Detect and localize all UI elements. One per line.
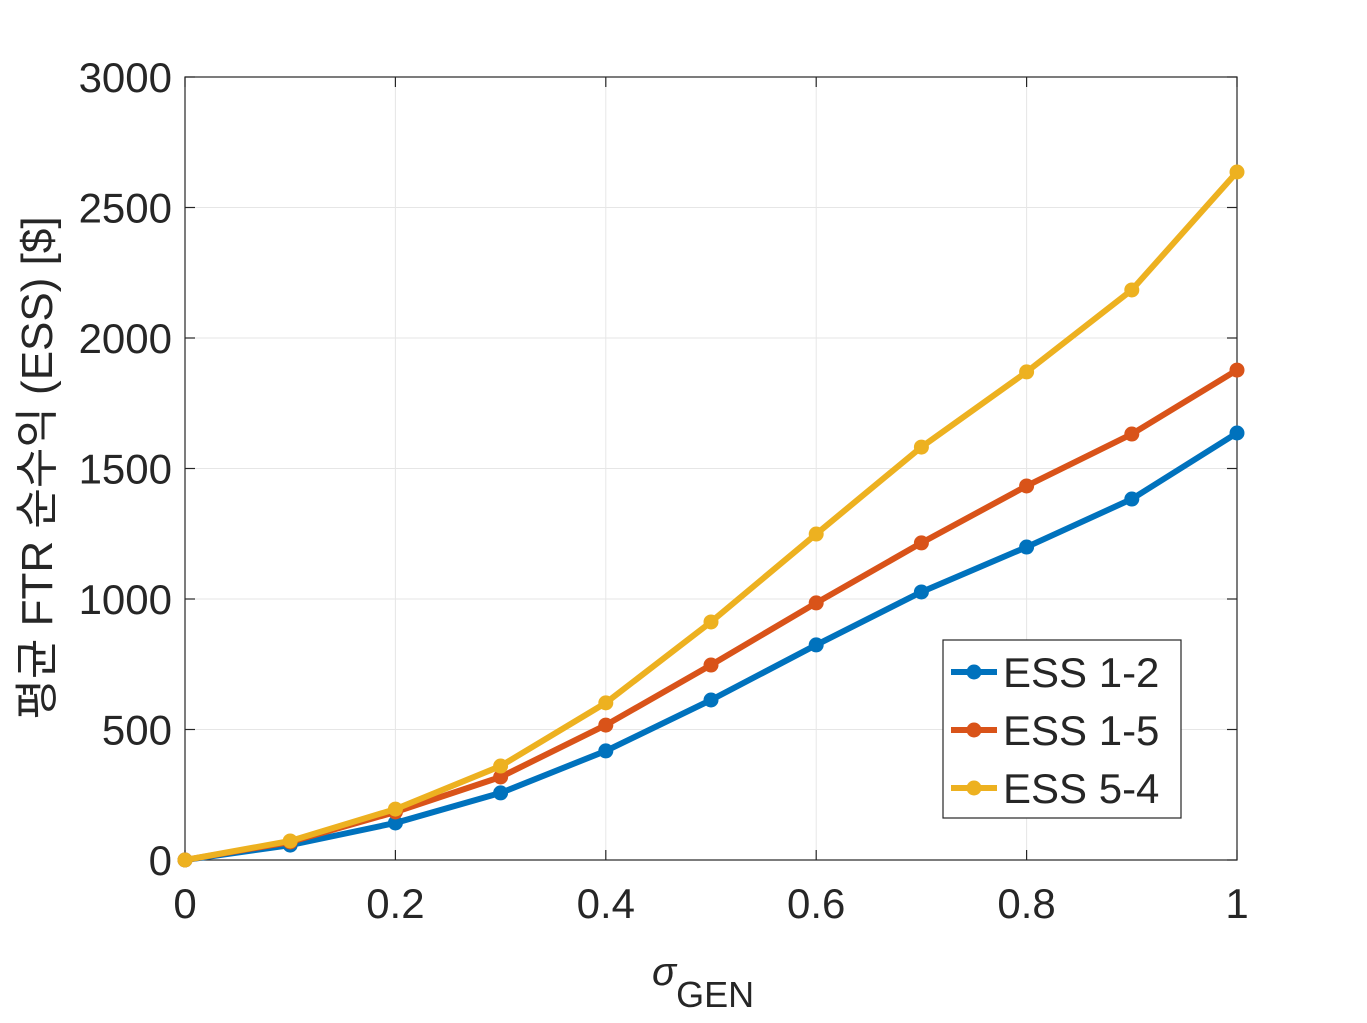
x-axis-label: σGEN <box>652 950 754 1015</box>
data-point <box>493 769 509 785</box>
y-axis-label: 평균 FTR 순수익 (ESS) [$] <box>13 216 62 719</box>
x-tick-label: 0 <box>173 880 196 927</box>
legend-swatch-marker <box>966 722 982 738</box>
data-point <box>703 657 719 673</box>
x-tick-label: 0.6 <box>787 880 845 927</box>
data-point <box>282 833 298 849</box>
data-point <box>1229 362 1245 378</box>
y-axis-ticks: 0 500 1000 1500 2000 2500 3000 <box>79 54 1237 884</box>
data-point <box>1229 425 1245 441</box>
y-tick-label: 0 <box>149 837 172 884</box>
data-point <box>493 785 509 801</box>
legend: ESS 1-2 ESS 1-5 ESS 5-4 <box>942 639 1182 819</box>
data-point <box>1124 282 1140 298</box>
data-point <box>913 584 929 600</box>
data-point <box>913 535 929 551</box>
data-point <box>598 743 614 759</box>
x-axis-label-subscript: GEN <box>676 974 754 1015</box>
y-tick-label: 3000 <box>79 54 172 101</box>
x-tick-label: 1 <box>1225 880 1248 927</box>
x-tick-label: 0.2 <box>366 880 424 927</box>
legend-item: ESS 5-4 <box>951 765 1159 812</box>
x-axis-label-symbol: σ <box>652 950 678 994</box>
x-tick-label: 0.8 <box>997 880 1055 927</box>
data-point <box>703 614 719 630</box>
y-tick-label: 1000 <box>79 576 172 623</box>
data-point <box>808 526 824 542</box>
data-point <box>598 717 614 733</box>
data-point <box>808 637 824 653</box>
data-point <box>598 695 614 711</box>
data-point <box>1229 164 1245 180</box>
data-point <box>1124 491 1140 507</box>
data-point <box>387 801 403 817</box>
y-tick-label: 1500 <box>79 446 172 493</box>
series-group <box>177 164 1245 868</box>
legend-item: ESS 1-5 <box>951 707 1159 754</box>
legend-label: ESS 5-4 <box>1003 765 1159 812</box>
series-ess-5-4 <box>177 164 1245 868</box>
legend-item: ESS 1-2 <box>951 649 1159 696</box>
data-point <box>808 595 824 611</box>
data-point <box>1019 364 1035 380</box>
x-axis-ticks: 0 0.2 0.4 0.6 0.8 1 <box>173 77 1249 927</box>
data-point <box>703 692 719 708</box>
data-point <box>1019 478 1035 494</box>
y-tick-label: 500 <box>102 707 172 754</box>
data-point <box>913 439 929 455</box>
x-tick-label: 0.4 <box>577 880 635 927</box>
data-point <box>1124 426 1140 442</box>
legend-label: ESS 1-2 <box>1003 649 1159 696</box>
legend-swatch-marker <box>966 664 982 680</box>
data-point <box>387 815 403 831</box>
data-point <box>493 758 509 774</box>
y-tick-label: 2000 <box>79 315 172 362</box>
data-point <box>1019 539 1035 555</box>
legend-label: ESS 1-5 <box>1003 707 1159 754</box>
legend-swatch-marker <box>966 780 982 796</box>
data-point <box>177 852 193 868</box>
y-tick-label: 2500 <box>79 185 172 232</box>
